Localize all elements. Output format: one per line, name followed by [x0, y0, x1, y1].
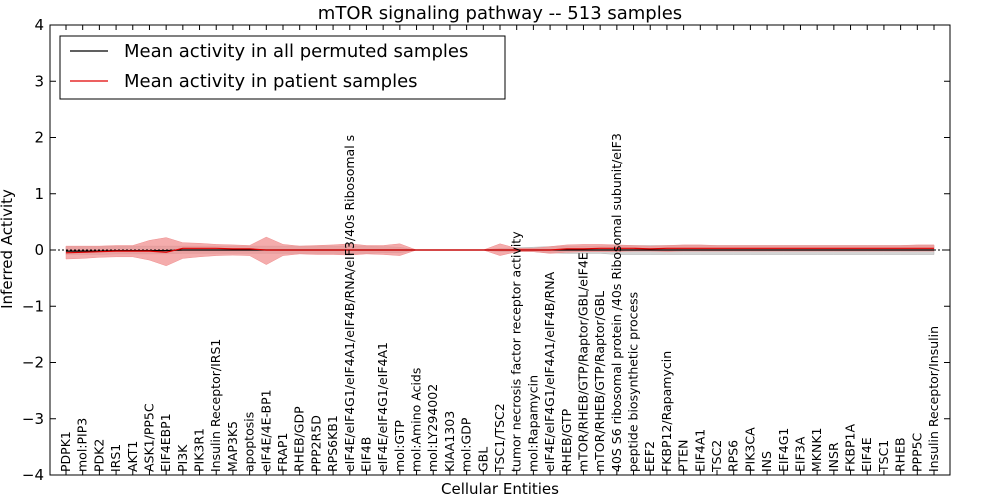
x-tick-label: EIF4G1 — [776, 428, 791, 472]
series-1-line — [65, 247, 934, 254]
x-tick-label: eIF4E/eIF4G1/eIF4A1 — [375, 342, 390, 472]
x-tick-label: FRAP1 — [275, 433, 290, 472]
x-tick-label: PDK2 — [91, 439, 106, 472]
x-tick-label: PI3K — [175, 444, 190, 472]
confidence-bands — [65, 236, 935, 267]
x-tick-label: EEF2 — [642, 441, 657, 472]
x-tick-label: EIF4EBP1 — [158, 413, 173, 472]
x-tick-label: mTOR/RHEB/GTP/Raptor/GBL/eIF4E — [575, 252, 590, 472]
y-tick-label: −1 — [22, 297, 44, 315]
series-1-band — [65, 236, 935, 267]
x-tick-label: IRS1 — [108, 444, 123, 472]
x-tick-label: INSR — [826, 442, 841, 472]
x-tick-label: RPS6 — [726, 440, 741, 472]
x-tick-label: PDPK1 — [58, 431, 73, 472]
legend-box — [59, 35, 506, 100]
x-tick-label: PTEN — [676, 440, 691, 472]
x-tick-label: apoptosis — [242, 412, 257, 472]
y-tick-label: 3 — [34, 72, 44, 90]
x-tick-label: INS — [759, 451, 774, 472]
x-tick-label: TSC1/TSC2 — [492, 403, 507, 473]
x-tick-label: ASK1/PP5C — [141, 403, 156, 472]
x-tick-label: eIF4E/eIF4G1/eIF4A1/eIF4B/RNA/eIF3/40s R… — [342, 135, 357, 472]
x-tick-label: Insulin Receptor/IRS1 — [208, 339, 223, 472]
y-tick-label: 1 — [34, 185, 44, 203]
x-tick-label: peptide biosynthetic process — [626, 292, 641, 472]
x-tick-label: RHEB — [893, 437, 908, 472]
x-tick-label: 40S S6 ribosomal protein /40s Ribosomal … — [609, 133, 624, 472]
chart-title: mTOR signaling pathway -- 513 samples — [318, 3, 682, 24]
y-tick-label: −3 — [22, 410, 44, 428]
x-tick-label: EIF4A1 — [692, 429, 707, 472]
x-tick-label: FKBP12/Rapamycin — [659, 351, 674, 472]
x-tick-label: PIK3R1 — [192, 428, 207, 472]
y-tick-label: −2 — [22, 354, 44, 372]
x-tick-label: RHEB/GDP — [292, 406, 307, 472]
y-axis: −4 −3 −2 −1 0 1 2 3 4 — [22, 16, 950, 484]
y-tick-label: 4 — [34, 16, 44, 34]
x-tick-label: PPP5C — [909, 432, 924, 472]
x-tick-label: TSC2 — [709, 440, 724, 473]
legend-label-patient: Mean activity in patient samples — [124, 71, 418, 92]
x-tick-label: AKT1 — [125, 441, 140, 472]
x-tick-label: mTOR/RHEB/GTP/Raptor/GBL — [592, 291, 607, 472]
x-tick-label: EIF3A — [792, 436, 807, 472]
y-tick-label: 0 — [34, 241, 44, 259]
y-axis-title: Inferred Activity — [0, 189, 16, 309]
y-tick-label: 2 — [34, 129, 44, 147]
x-tick-label: EIF4B — [358, 437, 373, 472]
x-tick-label: mol:Rapamycin — [525, 375, 540, 472]
x-tick-label: eIF4E/4E-BP1 — [258, 389, 273, 472]
x-tick-label: eIF4E/eIF4G1/eIF4A1/eIF4B/RNA — [542, 271, 557, 472]
x-tick-label: KIAA1303 — [442, 411, 457, 472]
x-tick-label: tumor necrosis factor receptor activity — [509, 231, 524, 472]
series-lines — [65, 247, 934, 254]
x-tick-label: mol:LY294002 — [425, 384, 440, 472]
x-tick-label: mol:GDP — [459, 417, 474, 472]
y-tick-label: −4 — [22, 466, 44, 484]
x-tick-label: mol:Amino Acids — [409, 368, 424, 472]
x-tick-label: FKBP1A — [843, 424, 858, 472]
legend: Mean activity in all permuted samples Me… — [59, 35, 506, 100]
legend-label-permuted: Mean activity in all permuted samples — [124, 41, 468, 62]
x-tick-label: PIK3CA — [742, 427, 757, 472]
x-tick-label: Insulin Receptor/Insulin — [926, 326, 941, 472]
x-axis: PDPK1 mol:PIP3 PDK2 IRS1 AKT1 ASK1/PP5C EIF4EB… — [58, 25, 941, 475]
x-axis-title: Cellular Entities — [441, 480, 559, 498]
x-tick-label: RPS6KB1 — [325, 415, 340, 472]
x-tick-label: RHEB/GTP — [559, 408, 574, 472]
x-tick-label: GBL — [475, 447, 490, 472]
x-tick-label: EIF4E — [859, 437, 874, 472]
x-tick-label: mol:GTP — [392, 420, 407, 472]
x-tick-label: TSC1 — [876, 440, 891, 473]
x-tick-label: PPP2R5D — [308, 415, 323, 472]
x-tick-label: MKNK1 — [809, 428, 824, 472]
x-tick-label: MAP3K5 — [225, 421, 240, 472]
x-tick-label: mol:PIP3 — [75, 418, 90, 472]
